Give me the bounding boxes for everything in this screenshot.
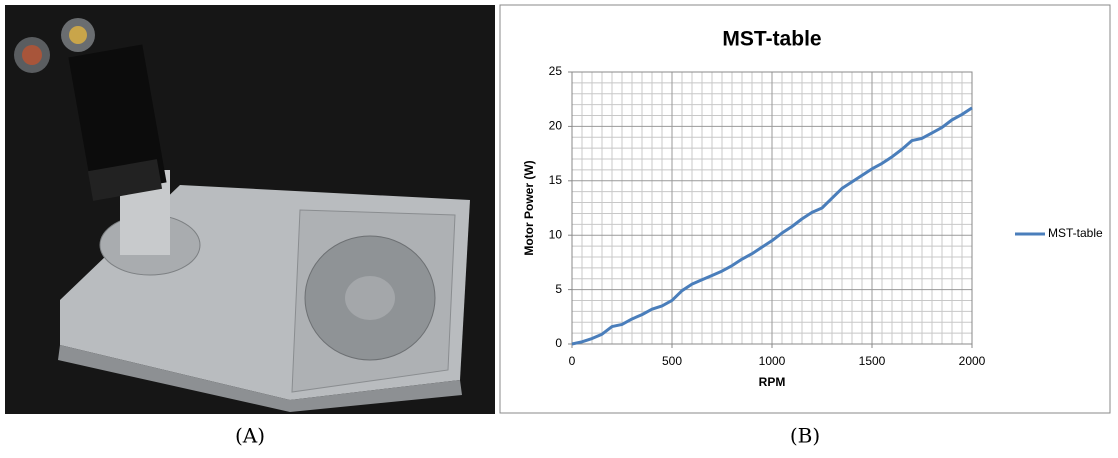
- figure: (A) (B) MST-table RPM Motor Power (W) 0 5…: [0, 0, 1118, 453]
- legend-label: MST-table: [1048, 226, 1103, 240]
- x-tick-label: 0: [569, 354, 576, 368]
- x-tick-label: 500: [662, 354, 682, 368]
- caption: (B): [790, 424, 820, 448]
- x-tick-label: 1000: [759, 354, 786, 368]
- x-axis-label: RPM: [759, 375, 786, 389]
- y-tick-label: 10: [549, 227, 563, 241]
- caption: (A): [235, 424, 265, 448]
- y-tick-label: 25: [549, 64, 563, 78]
- page: {"captions": ["(A)", "(B)"], "chart_data…: [0, 0, 1118, 453]
- chart-title: MST-table: [722, 28, 821, 51]
- photo: [5, 5, 495, 414]
- y-tick-label: 15: [549, 173, 563, 187]
- x-tick-label: 1500: [859, 354, 886, 368]
- x-tick-label: 2000: [959, 354, 986, 368]
- y-axis-label: Motor Power (W): [522, 160, 536, 255]
- y-tick-label: 20: [549, 119, 563, 133]
- y-tick-label: 0: [555, 336, 562, 350]
- y-tick-label: 5: [555, 282, 562, 296]
